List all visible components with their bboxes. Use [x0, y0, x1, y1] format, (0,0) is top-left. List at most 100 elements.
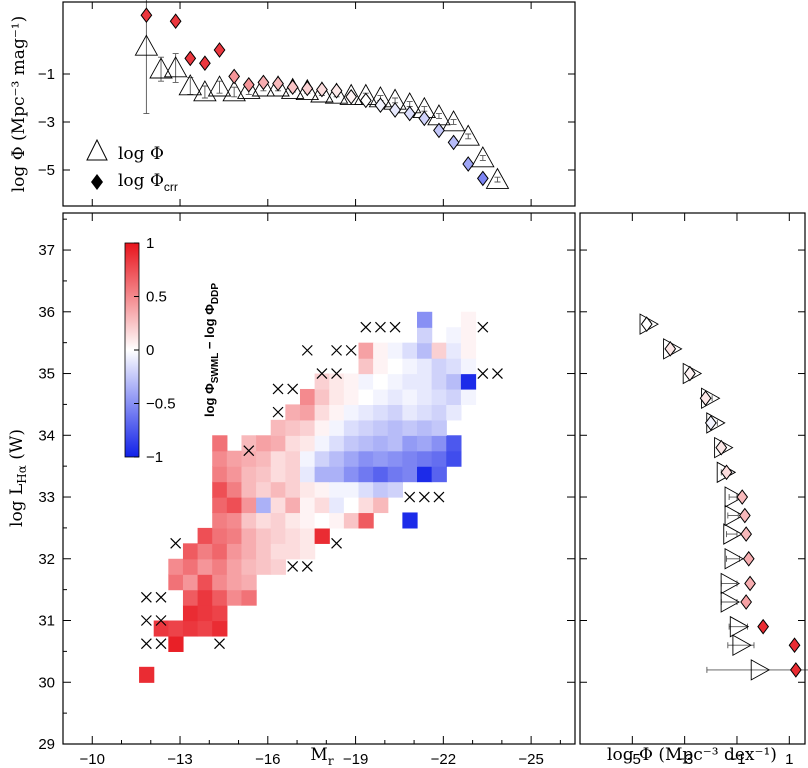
heatmap-cell — [446, 435, 462, 452]
heatmap-cell — [256, 497, 272, 514]
heatmap-cell — [256, 543, 272, 560]
main-y-tick-label: 30 — [38, 674, 55, 691]
main-x-tick-label: −13 — [167, 751, 192, 768]
heatmap-cell — [343, 435, 360, 452]
top-open-triangle-point — [207, 75, 232, 97]
right-diamond-point — [720, 464, 733, 481]
colorbar-tick-label: 0.5 — [146, 289, 167, 306]
main-y-tick-label: 31 — [38, 613, 55, 630]
top-y-tick-label: −1 — [38, 66, 55, 83]
heatmap-cell — [314, 497, 330, 514]
right-axis-ticks: −5 −3 −1 1 — [580, 213, 805, 768]
top-diamond-point — [316, 81, 328, 98]
heatmap-cell — [402, 404, 418, 421]
heatmap-cell — [182, 605, 199, 622]
heatmap-cell — [373, 404, 389, 421]
top-open-triangle-point — [310, 81, 334, 103]
heatmap-cell — [358, 450, 374, 467]
right-diamond-point — [788, 637, 801, 654]
heatmap-cell — [417, 388, 433, 406]
heatmap-cell — [226, 558, 243, 575]
right-open-triangle-point — [720, 591, 741, 613]
top-error-bar — [201, 85, 208, 99]
heatmap-cell — [402, 342, 418, 359]
heatmap-cell — [446, 342, 462, 359]
heatmap-cell — [182, 620, 199, 637]
heatmap-cell — [314, 450, 330, 467]
heatmap-cell — [358, 512, 374, 529]
colorbar-label: log ΦSWML − log ΦDDP — [202, 283, 221, 417]
heatmap-cell — [168, 558, 184, 575]
heatmap-cell — [417, 373, 433, 390]
top-diamond-point — [257, 74, 270, 91]
top-diamond-point — [272, 75, 284, 92]
right-luminosity-function-panel: −5 −3 −1 1 log Φ (Mpc⁻³ dex⁻¹) — [579, 212, 808, 768]
heatmap-cell — [299, 450, 316, 467]
heatmap-cell — [329, 450, 345, 467]
cross-marker — [301, 561, 313, 572]
heatmap-cell — [256, 466, 272, 483]
right-diamond-point — [664, 341, 677, 357]
top-diamond-point — [169, 13, 182, 30]
heatmap-cell — [270, 450, 286, 467]
heatmap-cell — [431, 419, 447, 436]
right-diamond-point — [740, 594, 753, 610]
top-panel-frame — [62, 1, 576, 207]
heatmap-cell — [373, 450, 389, 467]
top-error-bar — [435, 113, 442, 119]
heatmap-cell — [329, 466, 345, 483]
heatmap-cell — [182, 558, 199, 575]
heatmap-cell — [226, 481, 243, 498]
right-open-triangle-point — [750, 659, 771, 681]
heatmap-cell — [314, 419, 330, 436]
right-diamond-point — [740, 526, 753, 542]
heatmap-cell — [270, 543, 286, 560]
heatmap-cell — [212, 620, 228, 637]
heatmap-cell — [343, 481, 360, 498]
main-y-tick-label: 36 — [38, 304, 55, 321]
top-diamond-point — [447, 134, 460, 151]
cross-marker — [331, 368, 342, 379]
heatmap-cell — [387, 419, 403, 436]
heatmap-cell — [417, 419, 433, 436]
right-error-bar — [727, 512, 739, 519]
cross-marker — [316, 368, 328, 379]
heatmap-cell — [241, 543, 257, 560]
top-error-bar — [479, 155, 486, 161]
heatmap-cell — [460, 373, 477, 390]
heatmap-cell — [285, 404, 301, 421]
top-error-bar — [421, 105, 428, 112]
top-diamond-point — [286, 79, 299, 96]
cross-marker — [331, 344, 342, 356]
right-open-triangle-point — [720, 572, 741, 595]
legend-entry-log-phi-crr: log Φcrr — [118, 171, 178, 194]
heatmap-cell — [299, 388, 316, 406]
right-x-tick-label: −5 — [624, 751, 641, 768]
heatmap-cell — [168, 635, 184, 652]
cross-marker — [360, 321, 372, 333]
heatmap-cell — [417, 311, 433, 328]
heatmap-cell — [446, 327, 462, 344]
heatmap-cell — [212, 512, 228, 529]
cross-marker — [375, 321, 386, 333]
heatmap-cross-markers — [140, 321, 503, 650]
right-open-triangle-point — [724, 548, 744, 570]
heatmap-cell — [299, 404, 316, 421]
heatmap-cell — [153, 620, 169, 637]
heatmap-cell — [241, 450, 257, 467]
heatmap-cell — [417, 327, 433, 344]
heatmap-cell — [446, 373, 462, 390]
heatmap-cell — [329, 373, 345, 390]
top-diamond-point — [359, 92, 372, 109]
top-data-marks — [134, 0, 510, 189]
heatmap-cell — [358, 373, 374, 390]
top-open-triangle-point — [324, 82, 349, 104]
right-open-triangle-point — [714, 436, 734, 459]
top-diamond-point — [476, 170, 489, 187]
right-x-tick-label: 1 — [785, 751, 793, 768]
heatmap-cell — [212, 574, 228, 591]
heatmap-cell — [226, 497, 243, 514]
heatmap-cell — [402, 512, 418, 529]
top-open-triangle-point — [251, 75, 276, 97]
